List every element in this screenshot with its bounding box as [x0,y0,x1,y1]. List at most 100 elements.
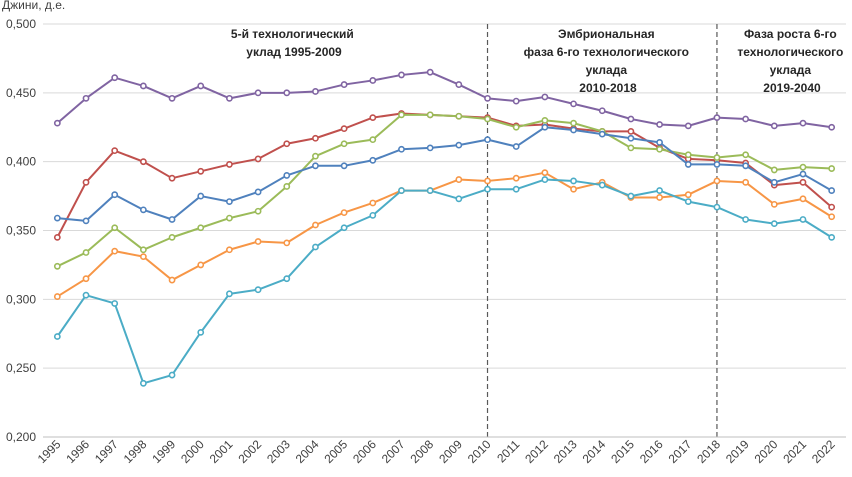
data-point-purple [111,74,119,82]
data-point-purple [484,94,491,102]
data-point-teal [82,291,90,299]
data-point-blue [598,130,606,138]
data-point-teal [713,203,721,211]
data-point-orange [139,253,147,261]
annotation-line: Фаза роста 6-го [744,27,837,41]
data-point-blue [340,162,348,170]
data-point-teal [742,216,750,223]
data-point-green [111,224,119,232]
data-point-green [770,166,778,174]
data-point-purple [369,77,377,84]
annotation-line: Эмбриональная [558,27,655,41]
data-point-green [541,116,549,124]
data-point-purple [598,107,606,115]
y-axis-label: Джини, д.е. [2,0,65,12]
data-point-red [53,233,61,241]
data-point-purple [53,119,61,127]
data-point-purple [656,121,663,128]
data-point-purple [139,82,147,90]
data-point-blue [799,170,807,178]
data-point-orange [111,247,119,255]
x-tick-label: 1999 [149,437,178,466]
data-point-purple [398,71,405,79]
data-point-red [168,174,176,182]
data-point-red [340,125,348,133]
x-tick-label: 2018 [694,437,723,466]
data-point-orange [799,195,807,203]
x-tick-label: 2009 [436,437,465,466]
data-point-green [82,249,90,256]
data-point-orange [656,194,663,201]
data-point-blue [398,145,405,153]
data-point-red [828,203,836,211]
data-point-blue [484,136,491,144]
data-point-green [570,119,577,127]
data-point-green [684,151,692,159]
x-tick-label: 2007 [379,437,408,466]
data-point-blue [283,172,291,179]
data-point-green [713,154,721,161]
data-point-orange [168,276,176,284]
data-point-green [340,140,348,148]
y-tick-label: 0,450 [6,86,36,100]
data-point-red [197,167,205,175]
data-point-teal [369,211,377,219]
data-point-green [254,207,262,215]
data-point-teal [168,371,176,379]
data-point-orange [254,238,262,245]
data-point-teal [627,192,635,200]
data-point-blue [570,126,577,134]
x-tick-label: 2016 [637,437,666,466]
annotation-line: 5-й технологический [231,27,354,41]
data-point-purple [828,123,836,131]
x-tick-label: 2014 [580,437,609,466]
data-point-orange [226,246,233,254]
annotation-phase-6-embryonic: Эмбриональная фаза 6-го технологического… [524,27,693,95]
data-point-teal [598,181,606,189]
data-point-teal [770,220,778,228]
y-tick-label: 0,250 [6,361,36,375]
data-point-orange [340,209,348,217]
data-point-green [656,145,663,153]
data-point-orange [770,200,778,208]
data-point-green [398,111,405,119]
x-tick-label: 2011 [494,437,522,465]
data-point-blue [455,141,463,149]
data-point-purple [254,89,262,97]
data-point-blue [254,188,262,196]
series-line-orange [56,171,833,298]
data-point-purple [684,122,692,130]
data-point-teal [197,328,205,336]
series-line-teal [56,178,833,385]
data-point-red [799,178,807,186]
x-tick-label: 1997 [92,437,121,466]
data-point-teal [312,243,319,251]
y-tick-label: 0,350 [6,224,36,238]
data-point-green [53,262,61,270]
data-point-purple [197,82,205,90]
x-tick-label: 2022 [809,437,838,466]
annotation-line: фаза 6-го технологического [524,45,689,59]
x-tick-label: 2020 [752,437,781,466]
data-point-purple [340,81,348,88]
data-point-orange [512,174,520,182]
annotation-phase-6-growth: Фаза роста 6-го технологического уклада … [737,27,846,95]
data-point-green [369,136,377,144]
data-point-green [512,123,520,131]
data-point-orange [828,213,836,221]
data-point-purple [770,122,778,130]
series-points [53,68,836,387]
data-point-purple [742,115,750,123]
data-point-blue [226,198,233,205]
data-point-purple [512,97,520,105]
annotation-line: уклада [586,63,628,77]
data-point-purple [168,94,176,102]
data-point-blue [770,178,778,186]
phase-dividers [486,24,718,437]
data-point-blue [426,144,434,152]
data-point-green [426,111,434,119]
data-point-blue [369,156,377,164]
phase-annotations: 5-й технологический уклад 1995-2009 Эмбр… [231,27,846,95]
data-point-green [742,151,750,159]
x-tick-label: 2015 [608,437,637,466]
